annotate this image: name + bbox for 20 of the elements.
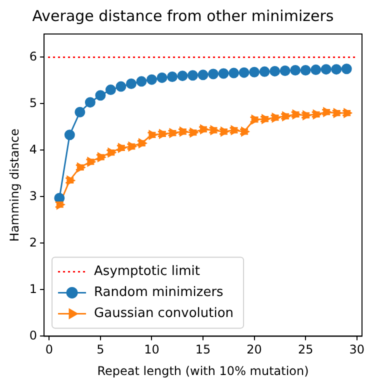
x-tick-label: 30 xyxy=(349,342,365,357)
y-tick-label: 4 xyxy=(29,142,38,156)
chart-title: Average distance from other minimizers xyxy=(32,6,334,25)
x-tick-label: 15 xyxy=(195,342,211,357)
x-axis-title: Repeat length (with 10% mutation) xyxy=(97,364,309,378)
x-tick-label: 10 xyxy=(144,342,160,357)
y-tick-label: 2 xyxy=(29,235,38,250)
x-tick-label: 20 xyxy=(246,342,262,357)
y-tick-label: 0 xyxy=(29,328,38,342)
legend-label: Asymptotic limit xyxy=(94,264,200,280)
x-tick-label: 25 xyxy=(298,342,314,357)
legend-label: Gaussian convolution xyxy=(94,306,234,322)
y-tick-label: 1 xyxy=(29,282,38,296)
y-tick-label: 6 xyxy=(29,49,38,64)
y-tick-label: 3 xyxy=(29,188,38,203)
y-axis-title: Hamming distance xyxy=(7,128,22,242)
x-tick-label: 5 xyxy=(96,342,104,357)
legend-label: Random minimizers xyxy=(94,285,224,300)
x-tick-label: 0 xyxy=(45,342,53,357)
y-tick-label: 5 xyxy=(29,96,38,110)
